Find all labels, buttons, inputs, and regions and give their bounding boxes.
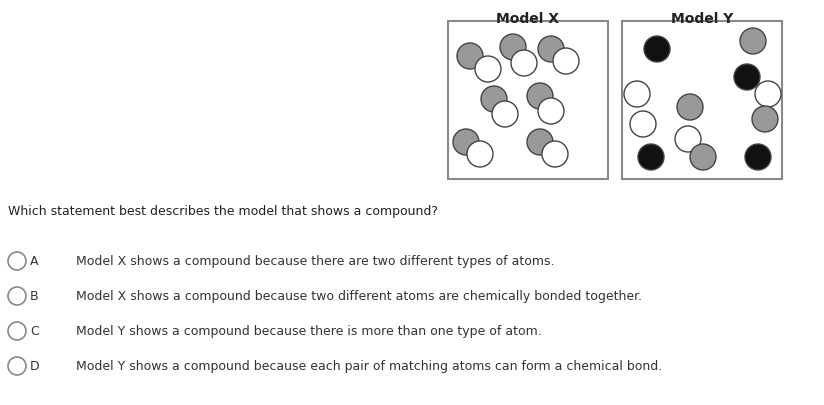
Text: Which statement best describes the model that shows a compound?: Which statement best describes the model…	[8, 205, 438, 217]
Circle shape	[752, 107, 778, 133]
Circle shape	[553, 49, 579, 75]
Circle shape	[467, 142, 493, 168]
Circle shape	[500, 35, 526, 61]
Circle shape	[8, 252, 26, 270]
Text: D: D	[30, 360, 40, 373]
Text: Model Y: Model Y	[671, 12, 733, 26]
Circle shape	[8, 357, 26, 375]
Circle shape	[740, 29, 766, 55]
Circle shape	[755, 82, 781, 108]
Circle shape	[624, 82, 650, 108]
Circle shape	[457, 44, 483, 70]
Text: Model X shows a compound because two different atoms are chemically bonded toget: Model X shows a compound because two dif…	[76, 290, 642, 303]
Circle shape	[745, 145, 771, 171]
Text: Model X: Model X	[497, 12, 559, 26]
Circle shape	[630, 112, 656, 138]
Circle shape	[8, 322, 26, 340]
Circle shape	[511, 51, 537, 77]
Circle shape	[675, 127, 701, 153]
Circle shape	[481, 87, 507, 113]
Circle shape	[644, 37, 670, 63]
Text: A: A	[30, 255, 39, 268]
Text: Model Y shows a compound because there is more than one type of atom.: Model Y shows a compound because there i…	[76, 325, 541, 338]
Circle shape	[690, 145, 716, 171]
Circle shape	[638, 145, 664, 171]
Circle shape	[8, 287, 26, 305]
Circle shape	[538, 99, 564, 125]
Circle shape	[734, 65, 760, 91]
Bar	[448, 22, 608, 179]
Circle shape	[527, 130, 553, 156]
Circle shape	[538, 37, 564, 63]
Circle shape	[492, 102, 518, 128]
Text: C: C	[30, 325, 39, 338]
Circle shape	[475, 57, 501, 83]
Text: Model X shows a compound because there are two different types of atoms.: Model X shows a compound because there a…	[76, 255, 555, 268]
Text: Model Y shows a compound because each pair of matching atoms can form a chemical: Model Y shows a compound because each pa…	[76, 360, 662, 373]
Circle shape	[677, 95, 703, 121]
Text: B: B	[30, 290, 39, 303]
Circle shape	[542, 142, 568, 168]
Circle shape	[527, 84, 553, 110]
Bar	[622, 22, 782, 179]
Circle shape	[453, 130, 479, 156]
